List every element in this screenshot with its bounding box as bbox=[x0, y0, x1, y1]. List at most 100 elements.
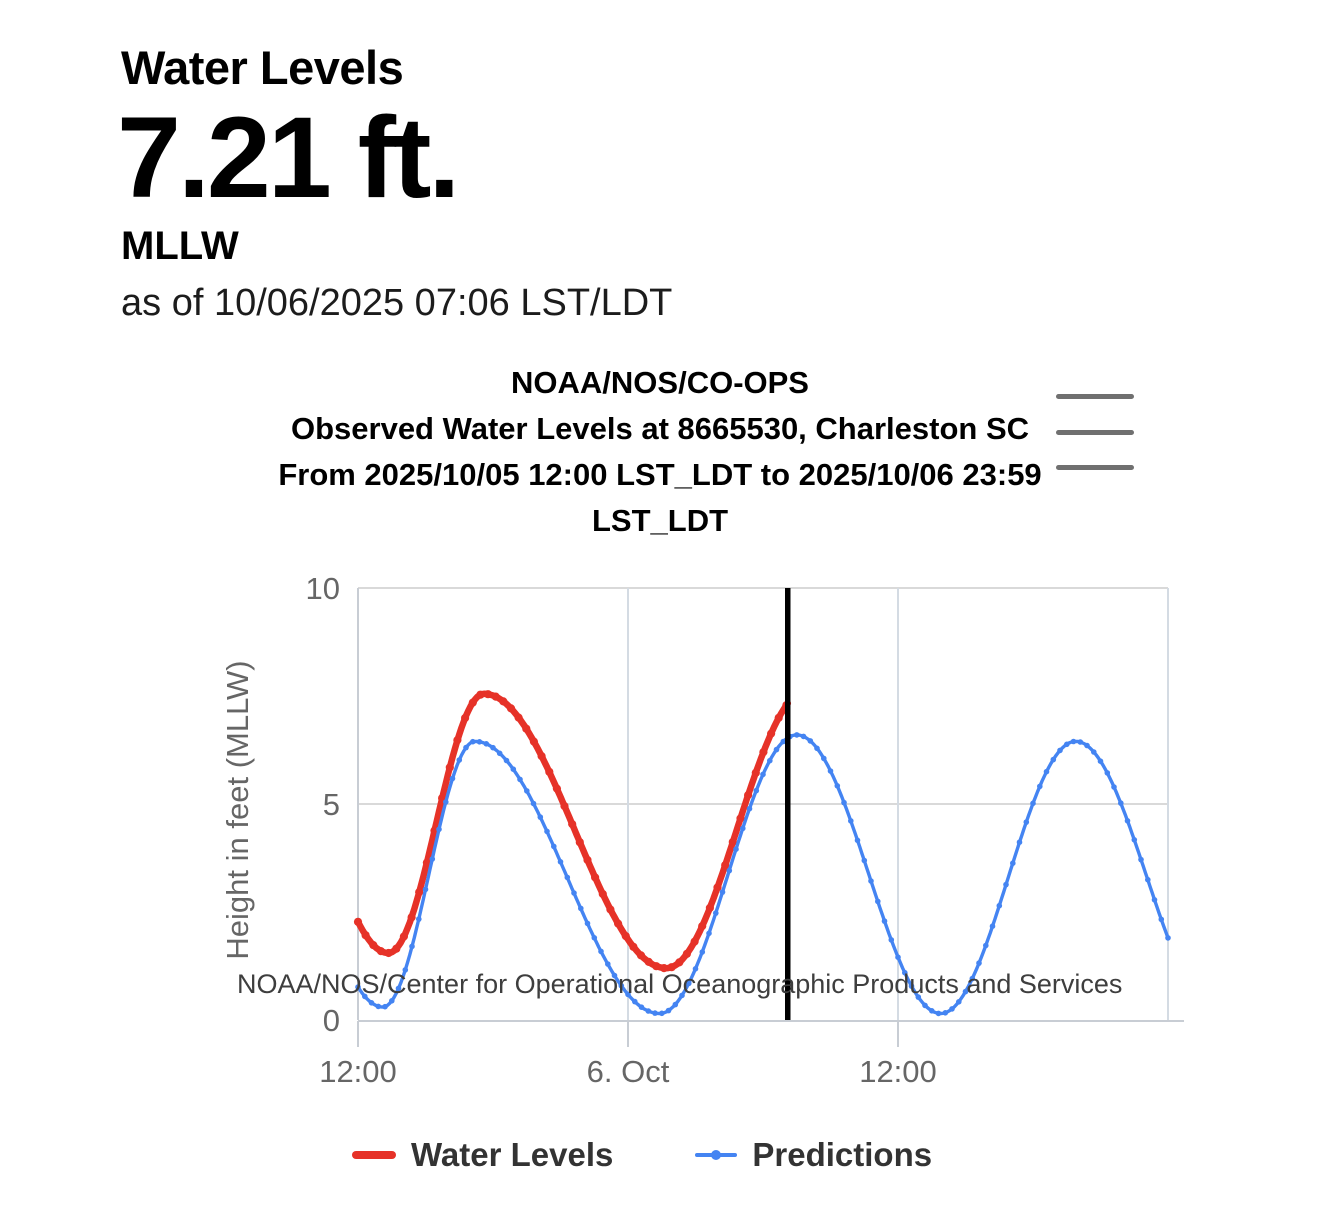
predictions-marker bbox=[537, 814, 544, 820]
watermark: NOAA/NOS/Center for Operational Oceanogr… bbox=[237, 969, 1123, 999]
predictions-marker bbox=[1064, 741, 1070, 748]
chart-title-line-3: From 2025/10/05 12:00 LST_LDT to 2025/10… bbox=[278, 457, 1042, 492]
water-levels-marker bbox=[682, 949, 692, 958]
water-levels-marker bbox=[468, 698, 477, 707]
predictions-marker bbox=[638, 1004, 645, 1010]
predictions-marker bbox=[544, 828, 550, 835]
water-levels-marker bbox=[506, 704, 516, 713]
predictions-marker bbox=[449, 775, 456, 782]
predictions-marker bbox=[935, 1010, 942, 1017]
predictions-line-swatch-icon bbox=[695, 1149, 738, 1161]
water-levels-marker bbox=[591, 873, 600, 882]
water-levels-line-swatch-icon bbox=[352, 1151, 396, 1159]
predictions-marker bbox=[496, 750, 503, 757]
water-levels-marker bbox=[667, 963, 676, 972]
predictions-marker bbox=[976, 960, 982, 966]
water-levels-marker bbox=[483, 690, 493, 699]
water-levels-marker bbox=[690, 937, 699, 946]
water-levels-marker bbox=[545, 767, 554, 776]
water-levels-marker bbox=[399, 932, 408, 941]
y-tick-label-5: 5 bbox=[323, 787, 340, 822]
x-tick-label-12:00: 12:00 bbox=[319, 1054, 397, 1089]
water-levels-marker bbox=[499, 697, 508, 706]
predictions-marker bbox=[429, 856, 436, 862]
predictions-marker bbox=[800, 733, 807, 740]
predictions-marker bbox=[1097, 758, 1104, 764]
water-levels-marker bbox=[621, 932, 630, 941]
water-levels-marker bbox=[644, 957, 653, 967]
predictions-marker bbox=[956, 999, 962, 1005]
predictions-marker bbox=[672, 1001, 679, 1008]
predictions-marker bbox=[983, 942, 989, 949]
y-tick-label-10: 10 bbox=[306, 571, 340, 606]
predictions-marker bbox=[834, 783, 841, 789]
predictions-marker bbox=[827, 768, 834, 774]
predictions-marker bbox=[618, 982, 625, 989]
predictions-marker bbox=[1084, 742, 1090, 749]
water-levels-marker bbox=[491, 692, 500, 701]
water-levels-marker bbox=[369, 941, 378, 950]
chart-export-menu-button[interactable] bbox=[1046, 384, 1146, 480]
predictions-marker bbox=[557, 859, 564, 865]
water-levels-marker bbox=[461, 713, 470, 723]
as-of-timestamp: as of 10/06/2025 07:06 LST/LDT bbox=[121, 282, 673, 324]
predictions-marker bbox=[611, 972, 618, 979]
water-levels-marker bbox=[453, 736, 462, 745]
water-levels-marker bbox=[445, 763, 454, 772]
x-tick-label-6. Oct: 6. Oct bbox=[587, 1054, 670, 1089]
predictions-marker bbox=[490, 744, 496, 751]
water-levels-marker bbox=[522, 724, 531, 733]
predictions-marker bbox=[1043, 768, 1050, 775]
predictions-marker bbox=[753, 787, 760, 794]
predictions-marker bbox=[355, 984, 361, 990]
predictions-marker bbox=[902, 969, 908, 976]
predictions-marker bbox=[996, 902, 1003, 909]
predictions-marker bbox=[719, 889, 726, 895]
predictions-marker bbox=[1037, 783, 1043, 790]
predictions-marker bbox=[632, 998, 638, 1005]
water-levels-marker bbox=[353, 917, 363, 926]
predictions-marker bbox=[848, 818, 854, 824]
water-levels-marker bbox=[422, 858, 431, 867]
water-levels-marker bbox=[552, 784, 562, 793]
predictions-marker bbox=[1165, 935, 1171, 941]
predictions-marker bbox=[989, 923, 996, 929]
chart-title-line-2: Observed Water Levels at 8665530, Charle… bbox=[290, 411, 1030, 446]
predictions-marker bbox=[1158, 916, 1165, 923]
predictions-marker bbox=[726, 867, 733, 874]
predictions-marker bbox=[875, 898, 881, 905]
predictions-marker bbox=[578, 905, 584, 912]
hamburger-bar bbox=[1056, 429, 1134, 435]
water-levels-marker bbox=[728, 837, 737, 847]
predictions-marker bbox=[760, 771, 766, 778]
y-tick-label-0: 0 bbox=[323, 1003, 340, 1038]
predictions-marker bbox=[794, 732, 800, 738]
predictions-marker bbox=[1124, 818, 1131, 824]
water-levels-marker bbox=[560, 802, 569, 811]
legend-item-predictions[interactable]: Predictions bbox=[695, 1136, 932, 1174]
predictions-marker bbox=[699, 949, 706, 955]
predictions-marker bbox=[1023, 819, 1030, 825]
predictions-marker bbox=[368, 1000, 375, 1006]
legend-label-predictions: Predictions bbox=[752, 1136, 933, 1173]
predictions-marker bbox=[740, 825, 746, 832]
predictions-marker bbox=[780, 738, 787, 745]
predictions-marker bbox=[969, 975, 976, 982]
predictions-marker bbox=[416, 916, 422, 922]
chart-title: NOAA/NOS/CO-OPS Observed Water Levels at… bbox=[60, 360, 1260, 544]
predictions-marker bbox=[1057, 747, 1063, 754]
predictions-marker bbox=[503, 757, 510, 764]
water-levels-marker bbox=[652, 962, 661, 971]
water-levels-marker bbox=[606, 905, 615, 914]
water-levels-marker bbox=[698, 922, 707, 931]
predictions-marker bbox=[659, 1010, 665, 1017]
predictions-marker bbox=[1151, 897, 1158, 903]
predictions-marker bbox=[895, 954, 901, 960]
predictions-marker bbox=[375, 1003, 382, 1010]
predictions-marker bbox=[773, 746, 780, 753]
legend-item-water-levels[interactable]: Water Levels bbox=[352, 1136, 613, 1174]
predictions-marker bbox=[665, 1007, 672, 1014]
y-axis-title: Height in feet (MLLW) bbox=[220, 660, 255, 959]
predictions-marker bbox=[436, 826, 442, 833]
water-levels-marker bbox=[614, 919, 623, 928]
